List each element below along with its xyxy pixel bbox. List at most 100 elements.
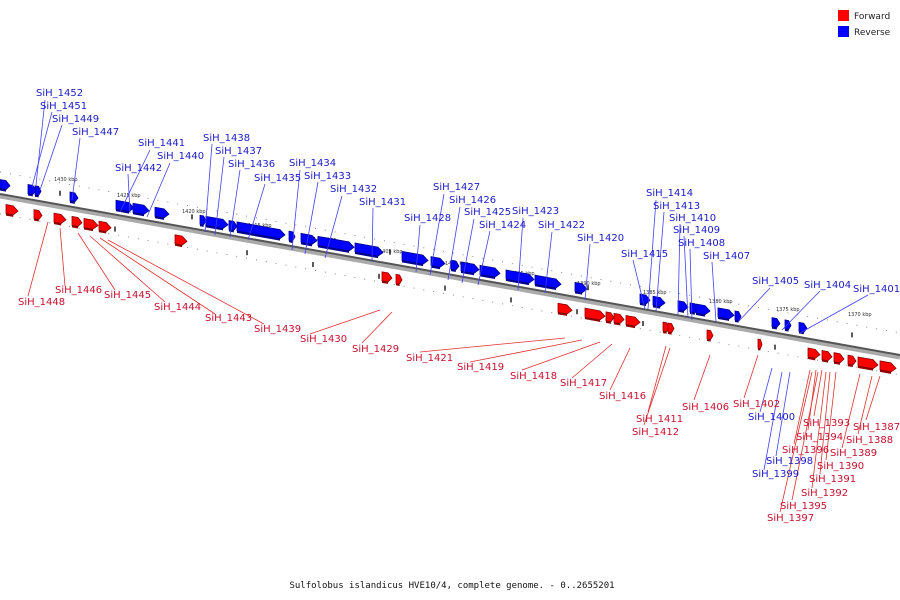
gene-label[interactable]: SiH_1396: [782, 445, 829, 456]
forward-gene-arrow[interactable]: [174, 234, 188, 246]
forward-gene-arrow[interactable]: [98, 220, 112, 232]
reverse-gene-arrow[interactable]: [228, 219, 238, 231]
gene-label[interactable]: SiH_1394: [796, 432, 843, 443]
gene-label[interactable]: SiH_1451: [40, 101, 87, 112]
reverse-gene-arrow[interactable]: [132, 202, 150, 215]
reverse-gene-arrow[interactable]: [534, 274, 562, 289]
forward-gene-arrow[interactable]: [83, 218, 99, 230]
gene-label[interactable]: SiH_1425: [464, 207, 511, 218]
gene-label[interactable]: SiH_1422: [538, 220, 585, 231]
gene-label[interactable]: SiH_1411: [636, 414, 683, 425]
gene-label[interactable]: SiH_1390: [817, 461, 864, 472]
forward-gene-arrow[interactable]: [5, 204, 19, 216]
gene-label[interactable]: SiH_1431: [359, 197, 406, 208]
gene-label[interactable]: SiH_1395: [780, 501, 827, 512]
gene-label[interactable]: SiH_1417: [560, 378, 607, 389]
gene-label[interactable]: SiH_1397: [767, 513, 814, 524]
gene-label[interactable]: SiH_1444: [154, 302, 201, 313]
reverse-gene-arrow[interactable]: [34, 185, 42, 196]
forward-gene-arrow[interactable]: [584, 307, 606, 321]
reverse-gene-arrow[interactable]: [695, 303, 711, 316]
gene-label[interactable]: SiH_1448: [18, 297, 65, 308]
gene-label[interactable]: SiH_1441: [138, 138, 185, 149]
gene-label[interactable]: SiH_1409: [673, 225, 720, 236]
reverse-gene-arrow[interactable]: [430, 256, 446, 268]
forward-gene-arrow[interactable]: [821, 350, 833, 362]
forward-gene-arrow[interactable]: [857, 356, 879, 370]
gene-label[interactable]: SiH_1400: [748, 412, 795, 423]
reverse-gene-arrow[interactable]: [574, 281, 588, 294]
reverse-gene-arrow[interactable]: [27, 184, 37, 195]
reverse-gene-arrow[interactable]: [505, 269, 535, 284]
reverse-gene-arrow[interactable]: [236, 221, 286, 240]
forward-gene-arrow[interactable]: [605, 311, 615, 323]
gene-label[interactable]: SiH_1414: [646, 188, 693, 199]
gene-label[interactable]: SiH_1408: [678, 238, 725, 249]
gene-label[interactable]: SiH_1445: [104, 290, 151, 301]
gene-label[interactable]: SiH_1402: [733, 399, 780, 410]
reverse-gene-arrow[interactable]: [717, 307, 735, 320]
gene-label[interactable]: SiH_1430: [300, 334, 347, 345]
gene-label[interactable]: SiH_1423: [512, 206, 559, 217]
gene-label[interactable]: SiH_1452: [36, 88, 83, 99]
reverse-gene-arrow[interactable]: [154, 206, 170, 219]
reverse-gene-arrow[interactable]: [300, 232, 318, 245]
gene-label[interactable]: SiH_1393: [803, 418, 850, 429]
reverse-gene-arrow[interactable]: [354, 242, 384, 257]
reverse-gene-arrow[interactable]: [401, 250, 429, 265]
gene-label[interactable]: SiH_1421: [406, 353, 453, 364]
forward-gene-arrow[interactable]: [833, 352, 845, 364]
reverse-gene-arrow[interactable]: [771, 317, 781, 328]
gene-label[interactable]: SiH_1432: [330, 184, 377, 195]
gene-label[interactable]: SiH_1404: [804, 280, 851, 291]
forward-gene-arrow[interactable]: [381, 271, 393, 283]
forward-gene-arrow[interactable]: [807, 347, 821, 359]
gene-label[interactable]: SiH_1407: [703, 251, 750, 262]
reverse-gene-arrow[interactable]: [69, 191, 79, 203]
gene-label[interactable]: SiH_1405: [752, 276, 799, 287]
reverse-gene-arrow[interactable]: [199, 214, 207, 226]
forward-gene-arrow[interactable]: [71, 215, 83, 227]
gene-label[interactable]: SiH_1437: [215, 146, 262, 157]
gene-label[interactable]: SiH_1387: [853, 422, 900, 433]
forward-gene-arrow[interactable]: [757, 338, 763, 349]
gene-label[interactable]: SiH_1440: [157, 151, 204, 162]
forward-gene-arrow[interactable]: [557, 302, 573, 315]
gene-label[interactable]: SiH_1419: [457, 362, 504, 373]
gene-label[interactable]: SiH_1420: [577, 233, 624, 244]
gene-label[interactable]: SiH_1388: [846, 435, 893, 446]
gene-label[interactable]: SiH_1399: [752, 469, 799, 480]
gene-label[interactable]: SiH_1401: [853, 284, 900, 295]
gene-label[interactable]: SiH_1435: [254, 173, 301, 184]
gene-label[interactable]: SiH_1447: [72, 127, 119, 138]
gene-label[interactable]: SiH_1428: [404, 213, 451, 224]
reverse-gene-arrow[interactable]: [450, 259, 460, 271]
reverse-gene-arrow[interactable]: [677, 300, 689, 312]
gene-label[interactable]: SiH_1412: [632, 427, 679, 438]
reverse-gene-arrow[interactable]: [479, 264, 501, 278]
forward-gene-arrow[interactable]: [847, 354, 857, 366]
reverse-gene-arrow[interactable]: [639, 293, 651, 305]
forward-gene-arrow[interactable]: [625, 315, 641, 327]
forward-gene-arrow[interactable]: [33, 209, 43, 220]
gene-label[interactable]: SiH_1429: [352, 344, 399, 355]
gene-label[interactable]: SiH_1427: [433, 182, 480, 193]
gene-label[interactable]: SiH_1413: [653, 201, 700, 212]
gene-label[interactable]: SiH_1443: [205, 313, 252, 324]
gene-label[interactable]: SiH_1442: [115, 163, 162, 174]
gene-label[interactable]: SiH_1426: [449, 195, 496, 206]
gene-label[interactable]: SiH_1434: [289, 158, 336, 169]
gene-label[interactable]: SiH_1446: [55, 285, 102, 296]
gene-label[interactable]: SiH_1410: [669, 213, 716, 224]
gene-label[interactable]: SiH_1438: [203, 133, 250, 144]
reverse-gene-arrow[interactable]: [652, 295, 666, 308]
reverse-gene-arrow[interactable]: [798, 321, 808, 333]
forward-gene-arrow[interactable]: [53, 212, 67, 224]
gene-label[interactable]: SiH_1415: [621, 249, 668, 260]
gene-label[interactable]: SiH_1424: [479, 220, 526, 231]
forward-gene-arrow[interactable]: [395, 273, 403, 285]
reverse-gene-arrow[interactable]: [0, 179, 11, 191]
forward-gene-arrow[interactable]: [613, 312, 625, 324]
gene-label[interactable]: SiH_1391: [809, 474, 856, 485]
gene-label[interactable]: SiH_1398: [766, 456, 813, 467]
